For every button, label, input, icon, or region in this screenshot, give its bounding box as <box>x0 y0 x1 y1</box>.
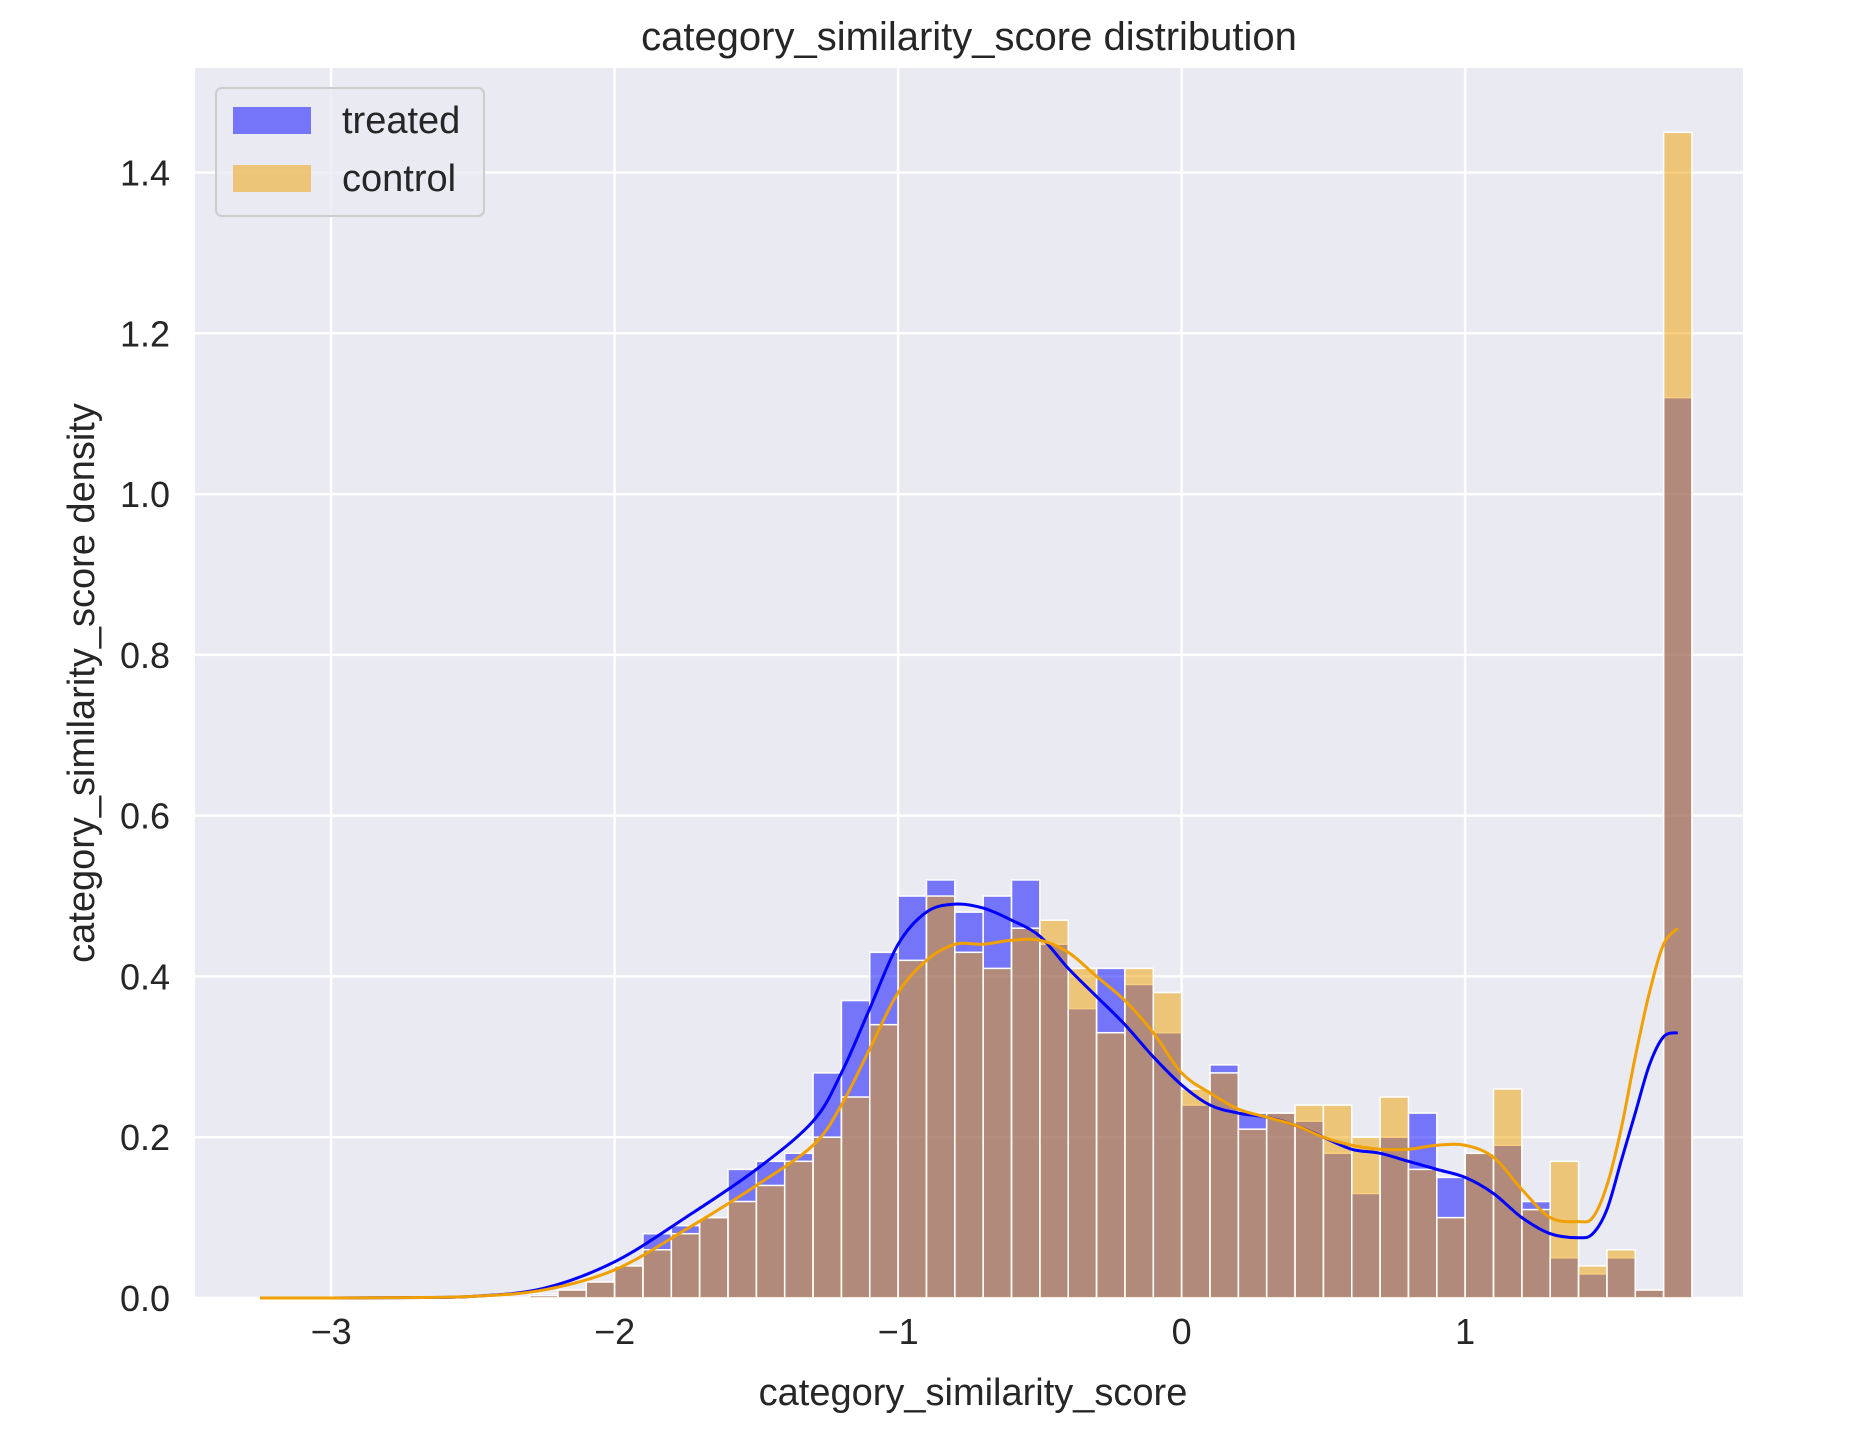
kde-curves <box>260 902 1679 1300</box>
bar-control <box>1407 1168 1438 1299</box>
legend-swatch-treated <box>233 107 311 134</box>
bar-control <box>1464 1152 1495 1299</box>
kde-line-treated <box>260 902 1679 1300</box>
bar-control <box>812 1136 843 1299</box>
control-bars <box>528 131 1693 1299</box>
bar-control <box>1209 1072 1240 1299</box>
bar-control <box>642 1249 673 1299</box>
bar-control <box>1549 1160 1580 1299</box>
y-tick-label: 0.6 <box>120 796 170 837</box>
bar-control <box>1606 1249 1637 1299</box>
y-tick-label: 0.2 <box>120 1117 170 1158</box>
bar-control <box>1577 1265 1608 1299</box>
legend-label-control: control <box>342 158 456 200</box>
y-axis-ticks: 0.0 0.2 0.4 0.6 0.8 1.0 1.2 1.4 <box>120 153 170 1319</box>
bar-control <box>698 1216 729 1299</box>
chart-title: category_similarity_score distribution <box>641 15 1297 59</box>
y-tick-label: 0.0 <box>120 1278 170 1319</box>
bar-control <box>528 1294 559 1299</box>
bar-control <box>982 967 1013 1299</box>
bar-control <box>1237 1128 1268 1299</box>
bar-control <box>783 1160 814 1299</box>
bar-control <box>869 1023 899 1299</box>
bar-control <box>1180 1088 1211 1299</box>
bar-control <box>1379 1096 1410 1299</box>
bar-control <box>1152 991 1183 1299</box>
bar-control <box>1067 967 1098 1299</box>
bar-control <box>1350 1136 1381 1299</box>
x-tick-label: 1 <box>1455 1311 1475 1352</box>
bar-control <box>1294 1104 1325 1299</box>
bar-control <box>1095 1031 1126 1299</box>
bar-control <box>585 1281 616 1299</box>
y-tick-label: 1.0 <box>120 474 170 515</box>
bar-control <box>954 951 984 1299</box>
bar-control <box>1265 1112 1296 1299</box>
legend-label-treated: treated <box>342 100 460 142</box>
y-tick-label: 0.8 <box>120 635 170 676</box>
bar-control <box>1662 131 1693 1299</box>
bar-control <box>1521 1208 1551 1299</box>
x-tick-label: −2 <box>594 1311 635 1352</box>
y-tick-label: 1.2 <box>120 313 170 354</box>
bar-control <box>727 1200 758 1299</box>
x-tick-label: 0 <box>1172 1311 1192 1352</box>
bar-control <box>670 1232 701 1299</box>
bar-control <box>925 895 956 1299</box>
bar-control <box>1322 1104 1353 1299</box>
bar-control <box>1010 927 1041 1299</box>
y-tick-label: 0.4 <box>120 956 170 997</box>
bar-control <box>897 959 928 1299</box>
kde-line-control <box>260 927 1679 1300</box>
bar-control <box>1634 1289 1665 1299</box>
x-tick-label: −1 <box>878 1311 919 1352</box>
bar-control <box>557 1289 588 1299</box>
x-tick-label: −3 <box>311 1311 352 1352</box>
bar-control <box>1436 1216 1466 1299</box>
bar-control <box>1492 1088 1523 1299</box>
legend-swatch-control <box>233 165 311 192</box>
bar-control <box>1039 919 1069 1299</box>
bar-control <box>755 1184 786 1299</box>
legend: treated control <box>215 87 485 217</box>
y-axis-label: category_similarity_score density <box>61 403 103 963</box>
bar-control <box>840 1096 871 1299</box>
y-tick-label: 1.4 <box>120 153 170 194</box>
x-axis-ticks: −3 −2 −1 0 1 <box>311 1311 1476 1352</box>
bar-control <box>613 1265 644 1299</box>
bar-control <box>1124 967 1155 1299</box>
x-axis-label: category_similarity_score <box>759 1372 1188 1414</box>
